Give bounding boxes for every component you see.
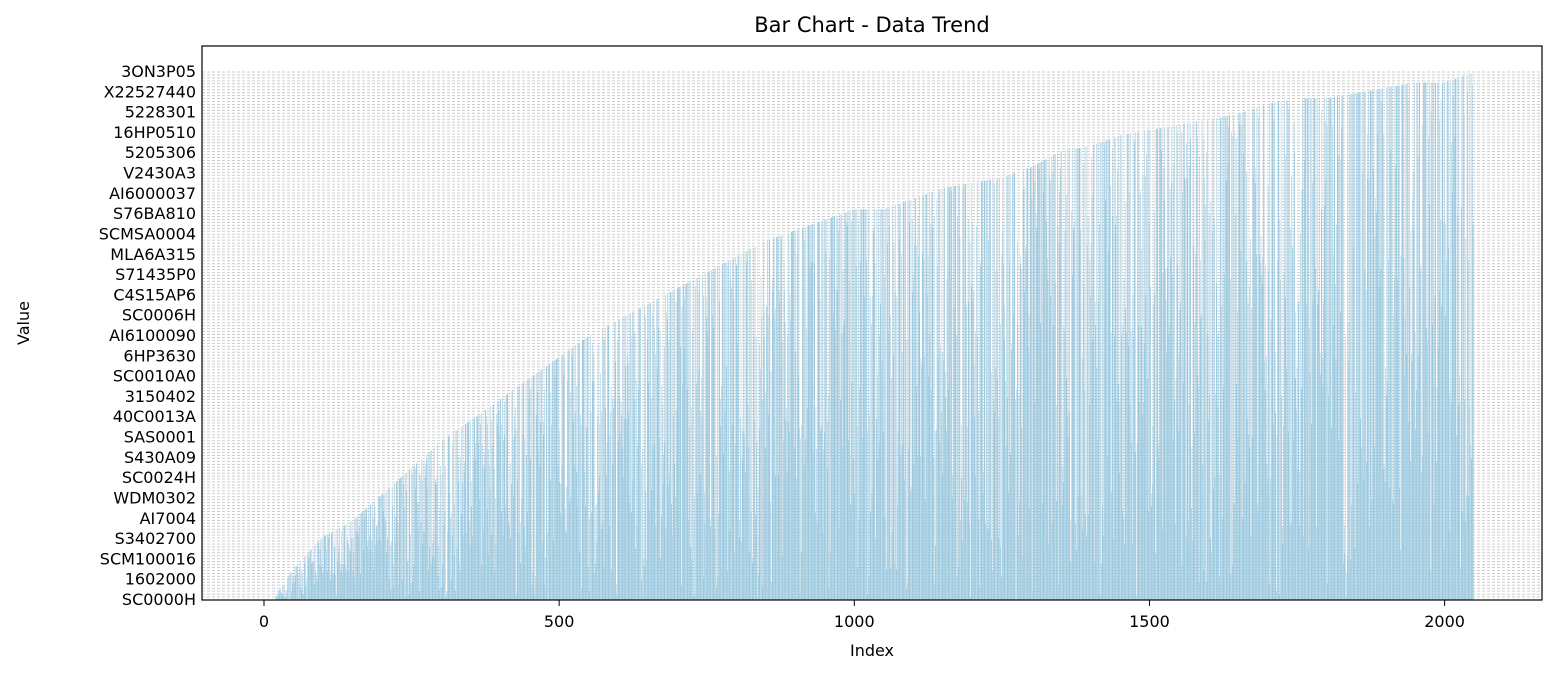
chart-title: Bar Chart - Data Trend [754, 13, 990, 37]
y-tick-label: 5205306 [125, 143, 196, 162]
y-tick-label: WDM0302 [113, 488, 196, 507]
y-tick-label: AI6100090 [109, 326, 196, 345]
y-tick-label: SC0010A0 [113, 367, 196, 386]
y-tick-label: 16HP0510 [113, 123, 196, 142]
y-tick-label: SAS0001 [124, 428, 196, 447]
y-tick-label: 5228301 [125, 103, 196, 122]
y-tick-label: SC0000H [122, 590, 196, 609]
y-axis-label: Value [14, 301, 33, 345]
x-axis-label: Index [850, 641, 894, 660]
y-tick-label: 3150402 [125, 387, 196, 406]
y-tick-label: S430A09 [124, 448, 196, 467]
y-tick-label: AI7004 [140, 509, 196, 528]
x-tick-label: 2000 [1424, 612, 1465, 631]
y-tick-label: 6HP3630 [123, 346, 196, 365]
plot-frame [201, 45, 1543, 601]
y-tick-label: S3402700 [115, 529, 196, 548]
y-tick-label: MLA6A315 [110, 245, 196, 264]
y-tick-label: SCMSA0004 [99, 224, 196, 243]
bars-group [275, 73, 1474, 601]
y-tick-label: S76BA810 [113, 204, 196, 223]
x-tick-label: 0 [259, 612, 269, 631]
y-tick-label: SC0024H [122, 468, 196, 487]
x-tick-label: 500 [544, 612, 575, 631]
x-ticks: 0 500 1000 1500 2000 [259, 600, 1465, 631]
y-tick-label: SC0006H [122, 306, 196, 325]
y-tick-label: S71435P0 [115, 265, 196, 284]
x-tick-label: 1500 [1129, 612, 1170, 631]
y-tick-label: SCM100016 [100, 549, 196, 568]
y-tick-label: X22527440 [104, 82, 196, 101]
y-tick-label: C4S15AP6 [113, 285, 196, 304]
y-tick-label: 3ON3P05 [121, 62, 196, 81]
y-tick-label: AI6000037 [109, 184, 196, 203]
x-tick-label: 1000 [834, 612, 875, 631]
y-tick-label: 40C0013A [113, 407, 196, 426]
y-tick-label: V2430A3 [123, 164, 196, 183]
y-tick-label: 1602000 [125, 570, 196, 589]
